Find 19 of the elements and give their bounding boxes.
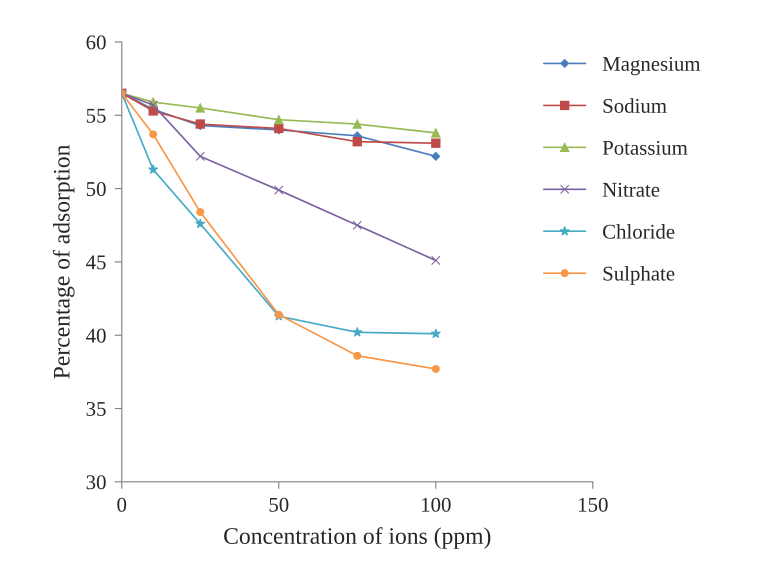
x-tick-label: 0 xyxy=(117,498,126,512)
y-tick-label: 30 xyxy=(86,475,106,490)
y-axis-title: Percentage of adsorption xyxy=(52,144,75,379)
legend-label: Sodium xyxy=(604,98,667,113)
legend-label: Potassium xyxy=(602,140,688,155)
legend-label: Sulphate xyxy=(604,266,674,285)
y-tick-label: 40 xyxy=(86,328,106,343)
legend-label: Chloride xyxy=(603,224,674,239)
legend-label: Magnesium xyxy=(602,56,700,76)
x-axis-title: Concentration of ions (ppm) xyxy=(224,527,490,549)
y-tick-label: 45 xyxy=(86,255,106,270)
legend-label: Nitrate xyxy=(602,182,660,197)
y-tick-label: 55 xyxy=(86,108,106,123)
y-tick-label: 50 xyxy=(86,182,106,196)
x-tick-label: 150 xyxy=(579,498,608,512)
y-tick-label: 35 xyxy=(86,402,106,416)
x-tick-label: 50 xyxy=(270,498,288,512)
y-tick-label: 60 xyxy=(86,35,106,50)
x-tick-label: 100 xyxy=(422,498,451,512)
